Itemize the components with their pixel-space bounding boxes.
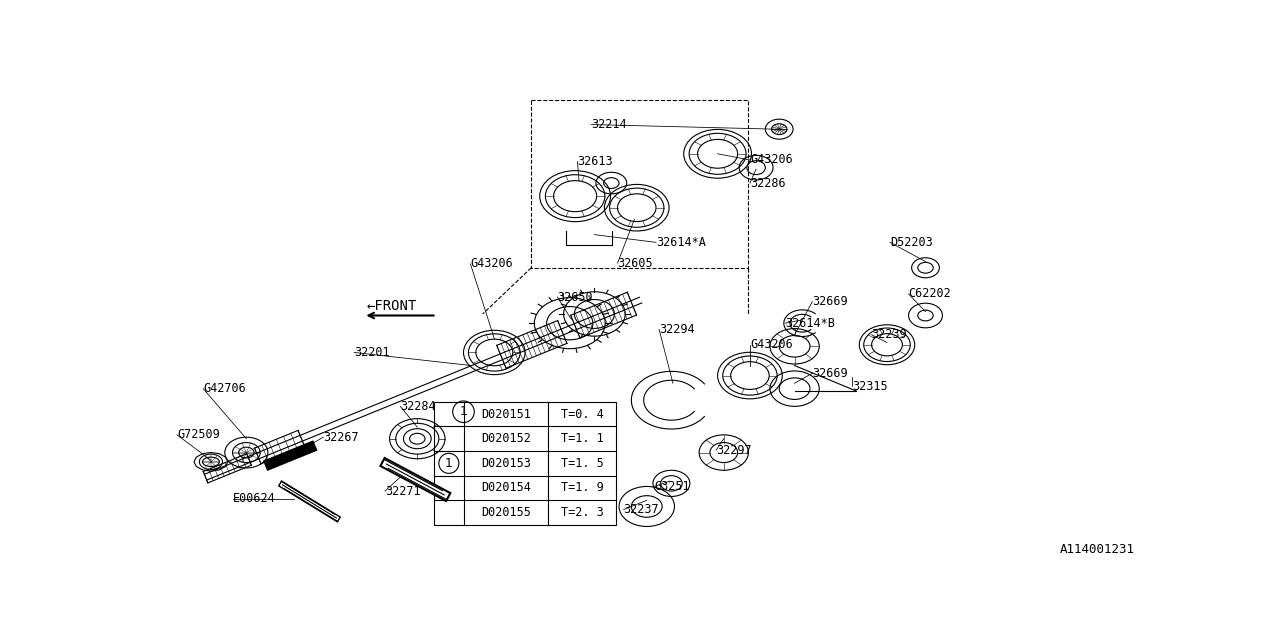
Text: D020154: D020154 bbox=[481, 481, 531, 495]
Text: 32239: 32239 bbox=[872, 328, 908, 341]
Text: 32294: 32294 bbox=[659, 323, 695, 336]
Text: 32271: 32271 bbox=[385, 484, 421, 497]
Text: G3251: G3251 bbox=[654, 480, 690, 493]
Text: 32201: 32201 bbox=[355, 346, 390, 359]
Text: C62202: C62202 bbox=[909, 287, 951, 300]
Text: D52203: D52203 bbox=[890, 236, 933, 249]
Text: 32267: 32267 bbox=[324, 431, 358, 444]
Text: G43206: G43206 bbox=[750, 154, 792, 166]
Text: D020151: D020151 bbox=[481, 408, 531, 420]
Text: 32669: 32669 bbox=[813, 295, 847, 308]
Text: D020153: D020153 bbox=[481, 457, 531, 470]
Text: 1: 1 bbox=[460, 405, 467, 419]
Text: G42706: G42706 bbox=[204, 382, 246, 395]
Text: 32284: 32284 bbox=[401, 400, 436, 413]
Text: 32315: 32315 bbox=[852, 380, 888, 393]
Text: 1: 1 bbox=[445, 457, 453, 470]
Text: 32669: 32669 bbox=[813, 367, 847, 380]
Text: T=1. 9: T=1. 9 bbox=[561, 481, 603, 495]
Text: G43206: G43206 bbox=[471, 257, 513, 271]
Text: D020155: D020155 bbox=[481, 506, 531, 519]
Bar bbox=[531, 100, 749, 268]
Text: E00624: E00624 bbox=[233, 492, 275, 505]
Text: 32297: 32297 bbox=[716, 444, 751, 457]
Text: D020152: D020152 bbox=[481, 432, 531, 445]
Bar bbox=[434, 402, 616, 525]
Text: 32650: 32650 bbox=[558, 291, 593, 303]
Text: 32237: 32237 bbox=[623, 503, 659, 516]
Text: T=2. 3: T=2. 3 bbox=[561, 506, 603, 519]
Text: 32286: 32286 bbox=[750, 177, 786, 189]
Text: A114001231: A114001231 bbox=[1060, 543, 1135, 556]
Text: 32613: 32613 bbox=[577, 155, 613, 168]
Text: 32214: 32214 bbox=[591, 118, 627, 131]
Text: G72509: G72509 bbox=[177, 428, 220, 442]
Text: G43206: G43206 bbox=[750, 339, 792, 351]
Text: T=0. 4: T=0. 4 bbox=[561, 408, 603, 420]
Text: 32614*A: 32614*A bbox=[657, 236, 705, 249]
Text: T=1. 1: T=1. 1 bbox=[561, 432, 603, 445]
Text: ←FRONT: ←FRONT bbox=[367, 300, 417, 313]
Text: T=1. 5: T=1. 5 bbox=[561, 457, 603, 470]
Text: 32605: 32605 bbox=[617, 257, 653, 269]
Text: 32614*B: 32614*B bbox=[786, 317, 836, 330]
